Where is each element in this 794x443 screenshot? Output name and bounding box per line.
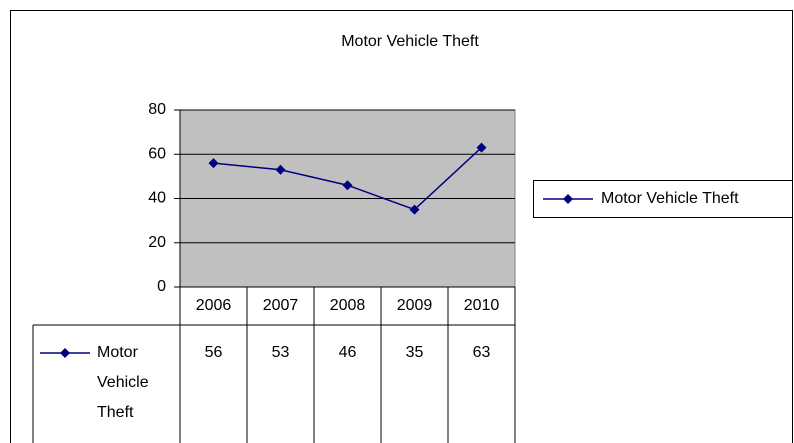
x-tick-label: 2009	[397, 297, 433, 314]
table-value: 35	[406, 344, 424, 361]
y-tick-label: 40	[148, 190, 166, 207]
table-key-marker	[60, 348, 70, 358]
chart-title: Motor Vehicle Theft	[341, 33, 479, 50]
x-tick-label: 2008	[330, 297, 366, 314]
table-value: 56	[205, 344, 223, 361]
x-tick-label: 2006	[196, 297, 232, 314]
y-tick-label: 80	[148, 101, 166, 118]
marker	[342, 180, 353, 191]
legend-key-marker	[563, 194, 573, 204]
table-value: 53	[272, 344, 290, 361]
table-value: 63	[473, 344, 491, 361]
x-tick-label: 2010	[464, 297, 500, 314]
marker	[275, 164, 286, 175]
legend-label: Motor Vehicle Theft	[601, 190, 739, 207]
marker	[208, 158, 219, 169]
y-tick-label: 60	[148, 145, 166, 162]
marker	[409, 204, 420, 215]
marker	[476, 142, 487, 153]
table-value: 46	[339, 344, 357, 361]
y-tick-label: 0	[157, 278, 166, 295]
table-row-label: Motor Vehicle Theft	[97, 344, 149, 421]
x-tick-label: 2007	[263, 297, 299, 314]
y-tick-label: 20	[148, 234, 166, 251]
